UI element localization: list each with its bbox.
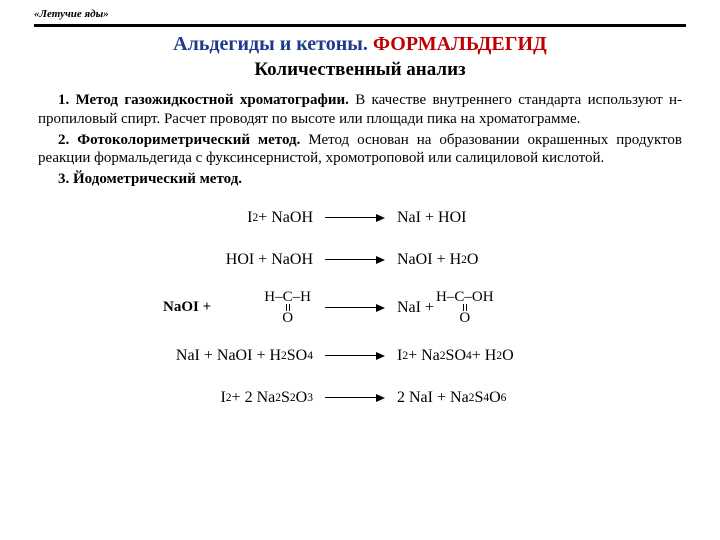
eq3-right: NaI + H–C–OH O bbox=[385, 290, 605, 326]
eq4-left: NaI + NaOI + H2SO4 bbox=[115, 347, 325, 365]
equation-5: I2 + 2 Na2S2O3 2 NaI + Na2S4O6 bbox=[0, 381, 720, 415]
paragraph-2: 2. Фотоколориметрический метод. Метод ос… bbox=[38, 131, 682, 169]
eq4-right: I2 + Na2SO4 + H2O bbox=[385, 347, 605, 365]
eq5-left: I2 + 2 Na2S2O3 bbox=[115, 389, 325, 407]
header-rule bbox=[34, 24, 686, 27]
equation-4: NaI + NaOI + H2SO4 I2 + Na2SO4 + H2O bbox=[0, 339, 720, 373]
eq3-left-struct: H–C–H O bbox=[264, 290, 311, 326]
equations-block: I2 + NaOH NaI + HOI HOI + NaOH NaOI + H2… bbox=[0, 201, 720, 415]
title-part1: Альдегиды и кетоны. bbox=[173, 33, 373, 55]
paragraph-3: 3. Йодометрический метод. bbox=[38, 170, 682, 189]
arrow-icon bbox=[325, 352, 385, 360]
p2-lead: 2. Фотоколориметрический метод. bbox=[58, 132, 300, 148]
eq3-overlay: NaOI + bbox=[163, 299, 211, 316]
eq2-right: NaOI + H2O bbox=[385, 251, 605, 269]
arrow-icon bbox=[325, 304, 385, 312]
equation-2: HOI + NaOH NaOI + H2O bbox=[0, 243, 720, 277]
eq2-left: HOI + NaOH bbox=[115, 251, 325, 269]
header-small-text: «Летучие яды» bbox=[0, 0, 720, 20]
equation-3: NaOI + H–C–H O NaI + H–C–OH O bbox=[0, 285, 720, 331]
eq3-left: H–C–H O bbox=[115, 290, 325, 326]
title-part2: ФОРМАЛЬДЕГИД bbox=[373, 33, 547, 55]
arrow-icon bbox=[325, 214, 385, 222]
equation-1: I2 + NaOH NaI + HOI bbox=[0, 201, 720, 235]
arrow-icon bbox=[325, 394, 385, 402]
p1-lead: 1. Метод газожидкостной хроматографии. bbox=[58, 92, 349, 108]
eq1-left: I2 + NaOH bbox=[115, 209, 325, 227]
eq1-right: NaI + HOI bbox=[385, 209, 605, 227]
p3-lead: 3. Йодометрический метод. bbox=[58, 171, 242, 187]
paragraph-1: 1. Метод газожидкостной хроматографии. В… bbox=[38, 91, 682, 129]
eq5-right: 2 NaI + Na2S4O6 bbox=[385, 389, 605, 407]
subtitle: Количественный анализ bbox=[0, 59, 720, 81]
arrow-icon bbox=[325, 256, 385, 264]
body-text: 1. Метод газожидкостной хроматографии. В… bbox=[38, 91, 682, 189]
title-line: Альдегиды и кетоны. ФОРМАЛЬДЕГИД bbox=[0, 33, 720, 56]
eq3-right-struct: H–C–OH O bbox=[436, 290, 494, 326]
